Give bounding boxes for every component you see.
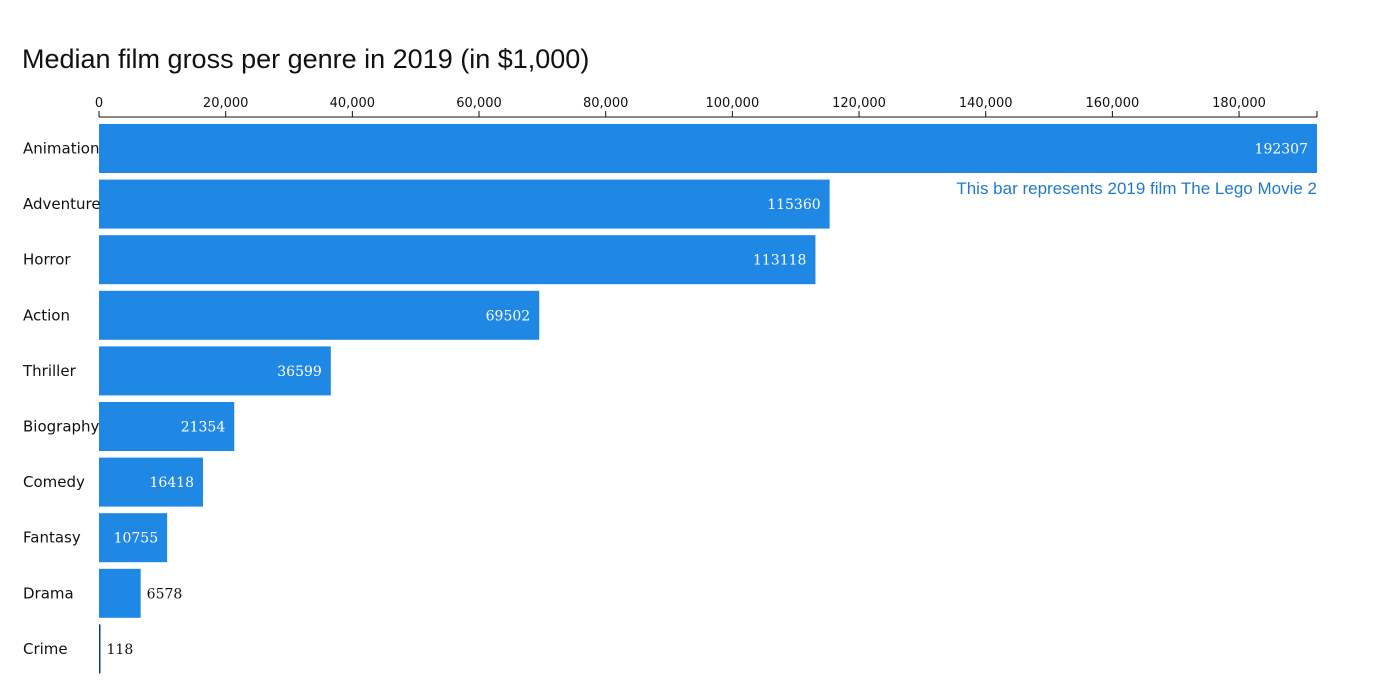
bar-thriller bbox=[99, 346, 331, 396]
value-label: 118 bbox=[107, 642, 134, 658]
bar-drama bbox=[99, 568, 141, 618]
bar-adventure bbox=[99, 179, 830, 229]
annotation-text: This bar represents 2019 film The Lego M… bbox=[956, 179, 1317, 198]
value-label: 115360 bbox=[767, 197, 820, 213]
x-axis: 0 20,000 40,000 60,000 80,000 100,000 120,000 1… bbox=[95, 96, 1318, 118]
value-label: 113118 bbox=[753, 253, 806, 269]
x-tick-label: 160,000 bbox=[1085, 96, 1139, 111]
x-tick-label: 100,000 bbox=[705, 96, 759, 111]
category-labels: Animation Adventure Horror Action Thriller Bi… bbox=[22, 140, 101, 658]
category-label: Thriller bbox=[22, 362, 77, 380]
category-label: Biography bbox=[23, 418, 100, 436]
x-tick-label: 0 bbox=[95, 96, 103, 111]
x-tick-label: 20,000 bbox=[203, 96, 249, 111]
x-tick-label: 180,000 bbox=[1212, 96, 1266, 111]
category-label: Drama bbox=[23, 584, 74, 602]
value-label: 21354 bbox=[181, 420, 226, 436]
value-label: 10755 bbox=[114, 531, 159, 547]
x-tick-label: 80,000 bbox=[583, 96, 629, 111]
x-tick-label: 120,000 bbox=[832, 96, 886, 111]
x-tick-label: 60,000 bbox=[456, 96, 502, 111]
category-label: Animation bbox=[23, 140, 99, 158]
bar-comedy bbox=[99, 457, 203, 507]
bar-biography bbox=[99, 402, 235, 451]
category-label: Fantasy bbox=[23, 529, 81, 547]
value-label: 192307 bbox=[1255, 142, 1308, 158]
value-label: 36599 bbox=[277, 364, 322, 380]
value-label: 69502 bbox=[486, 308, 531, 324]
bar-fantasy bbox=[99, 513, 168, 563]
category-label: Action bbox=[23, 306, 70, 324]
category-label: Horror bbox=[23, 251, 71, 269]
x-tick-label: 140,000 bbox=[959, 96, 1013, 111]
value-label: 6578 bbox=[147, 586, 183, 602]
category-label: Crime bbox=[23, 640, 68, 658]
category-label: Comedy bbox=[23, 473, 85, 491]
bar-crime bbox=[99, 624, 101, 674]
chart-title: Median film gross per genre in 2019 (in … bbox=[22, 44, 590, 74]
x-tick-label: 40,000 bbox=[330, 96, 376, 111]
bar-action bbox=[99, 290, 540, 340]
bars: 192307 115360 113118 69502 36599 21354 16418 10… bbox=[99, 124, 1317, 674]
category-label: Adventure bbox=[23, 195, 101, 213]
bar-animation bbox=[99, 124, 1317, 173]
value-label: 16418 bbox=[149, 475, 194, 491]
annotation: This bar represents 2019 film The Lego M… bbox=[956, 179, 1317, 198]
bar-horror bbox=[99, 235, 816, 285]
